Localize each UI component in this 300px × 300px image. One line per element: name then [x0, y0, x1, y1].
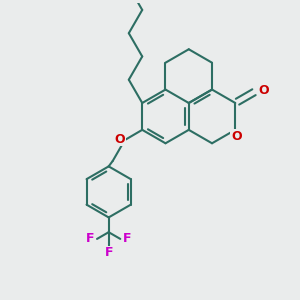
- Text: O: O: [259, 84, 269, 98]
- Text: F: F: [123, 232, 132, 245]
- Text: O: O: [231, 130, 242, 142]
- Text: O: O: [115, 133, 125, 146]
- Text: F: F: [85, 232, 94, 245]
- Text: F: F: [104, 246, 113, 260]
